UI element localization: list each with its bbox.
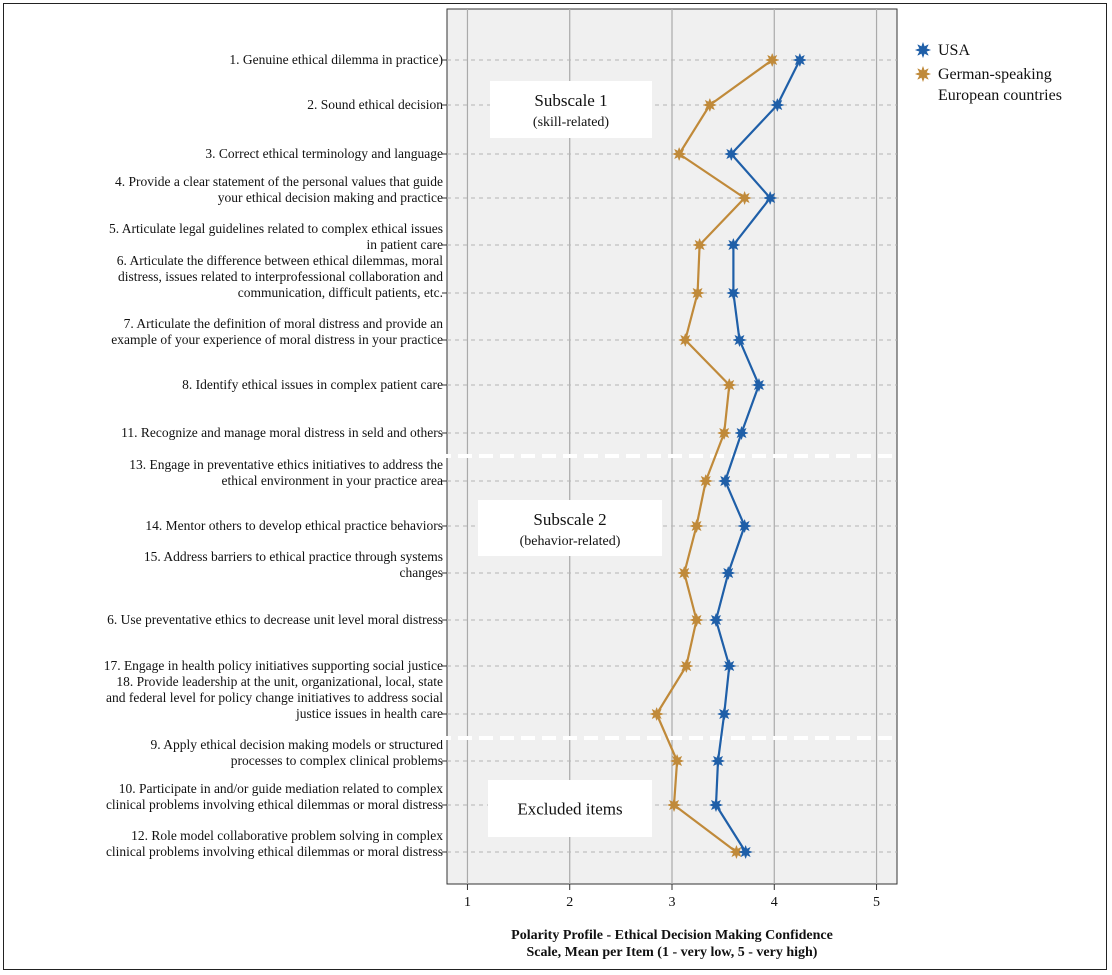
x-tick-label: 4 [771, 895, 778, 910]
annotation-box: Excluded items [488, 780, 652, 837]
data-point [764, 52, 780, 68]
annotation-bg [478, 500, 662, 556]
legend-marker [914, 41, 932, 59]
data-point [722, 658, 737, 674]
item-label: in patient care [367, 237, 443, 252]
data-point [689, 518, 704, 534]
data-point [762, 190, 778, 206]
annotation-subtitle: (behavior-related) [520, 534, 621, 549]
item-label: 11. Recognize and manage moral distress … [121, 425, 443, 440]
legend-label: European countries [938, 87, 1062, 104]
item-label: and federal level for policy change init… [106, 690, 443, 705]
annotation-box: Subscale 2 (behavior-related) [478, 500, 662, 556]
item-label: 18. Provide leadership at the unit, orga… [116, 674, 443, 689]
item-label: 6. Use preventative ethics to decrease u… [107, 612, 443, 627]
item-label: 4. Provide a clear statement of the pers… [115, 174, 443, 189]
item-label: 14. Mentor others to develop ethical pra… [145, 518, 443, 533]
legend-label: USA [938, 42, 970, 59]
data-point [770, 97, 785, 113]
item-label: 7. Articulate the definition of moral di… [124, 316, 444, 331]
item-label: ethical environment in your practice are… [221, 473, 443, 488]
item-label: 17. Engage in health policy initiatives … [104, 658, 443, 673]
data-point [649, 706, 664, 722]
data-point [708, 797, 724, 813]
data-point [732, 332, 747, 348]
data-point [738, 844, 753, 860]
data-point [702, 97, 718, 113]
legend: USA German-speaking European countries [914, 41, 1062, 104]
item-label: clinical problems involving ethical dile… [106, 797, 443, 812]
annotation-title: Subscale 1 [534, 91, 607, 110]
item-label: 15. Address barriers to ethical practice… [144, 549, 443, 564]
data-point [726, 237, 741, 253]
item-label: example of your experience of moral dist… [111, 332, 443, 347]
item-label: clinical problems involving ethical dile… [106, 844, 443, 859]
data-point [669, 753, 685, 769]
x-axis-title: Scale, Mean per Item (1 - very low, 5 - … [527, 945, 818, 960]
item-label: communication, difficult patients, etc. [238, 285, 443, 300]
annotation-bg [490, 81, 652, 138]
data-point [671, 146, 687, 162]
x-tick-label: 1 [464, 895, 471, 910]
data-point [716, 706, 732, 722]
item-label: 12. Role model collaborative problem sol… [131, 828, 443, 843]
annotation-title: Excluded items [517, 800, 622, 819]
data-point [722, 377, 737, 393]
data-point [751, 377, 767, 393]
data-point [698, 473, 714, 489]
item-label: 1. Genuine ethical dilemma in practice) [229, 52, 443, 67]
item-label: 10. Participate in and/or guide mediatio… [119, 781, 444, 796]
data-point [677, 565, 692, 581]
item-label: processes to complex clinical problems [231, 753, 443, 768]
data-point [729, 844, 744, 860]
data-point [792, 52, 808, 68]
x-tick-label: 5 [873, 895, 880, 910]
data-point [678, 332, 693, 348]
item-label: justice issues in health care [295, 706, 443, 721]
item-label: distress, issues related to interprofess… [118, 269, 443, 284]
x-tick-label: 3 [669, 895, 676, 910]
figure-frame [3, 3, 1107, 970]
x-tick-label: 2 [566, 895, 573, 910]
item-label: 8. Identify ethical issues in complex pa… [182, 377, 443, 392]
annotation-bg [488, 780, 652, 837]
annotation-subtitle: (skill-related) [533, 115, 610, 130]
item-label: 2. Sound ethical decision [307, 97, 443, 112]
x-axis-title: Polarity Profile - Ethical Decision Maki… [511, 928, 833, 943]
data-point [737, 518, 752, 534]
data-point [689, 612, 704, 628]
data-point [710, 753, 726, 769]
data-point [716, 425, 732, 441]
legend-label: German-speaking [938, 66, 1052, 83]
data-point [692, 237, 707, 253]
item-label: 13. Engage in preventative ethics initia… [129, 457, 443, 472]
annotation-title: Subscale 2 [533, 510, 606, 529]
item-label: 9. Apply ethical decision making models … [151, 737, 444, 752]
data-point [717, 473, 733, 489]
data-point [666, 797, 682, 813]
series-line-usa [714, 59, 801, 853]
data-point [737, 190, 752, 206]
item-label: 3. Correct ethical terminology and langu… [205, 146, 443, 161]
item-label: 6. Articulate the difference between eth… [117, 253, 443, 268]
data-point [726, 285, 741, 301]
data-point [724, 146, 739, 162]
data-point [720, 565, 736, 581]
item-label: your ethical decision making and practic… [218, 190, 443, 205]
item-label: changes [400, 565, 443, 580]
annotation-box: Subscale 1 (skill-related) [490, 81, 652, 138]
data-point [690, 285, 705, 301]
legend-marker [914, 65, 932, 83]
data-point [679, 658, 694, 674]
item-label: 5. Articulate legal guidelines related t… [109, 221, 443, 236]
series-line-german [655, 59, 773, 853]
data-point [708, 612, 724, 628]
data-point [734, 425, 749, 441]
